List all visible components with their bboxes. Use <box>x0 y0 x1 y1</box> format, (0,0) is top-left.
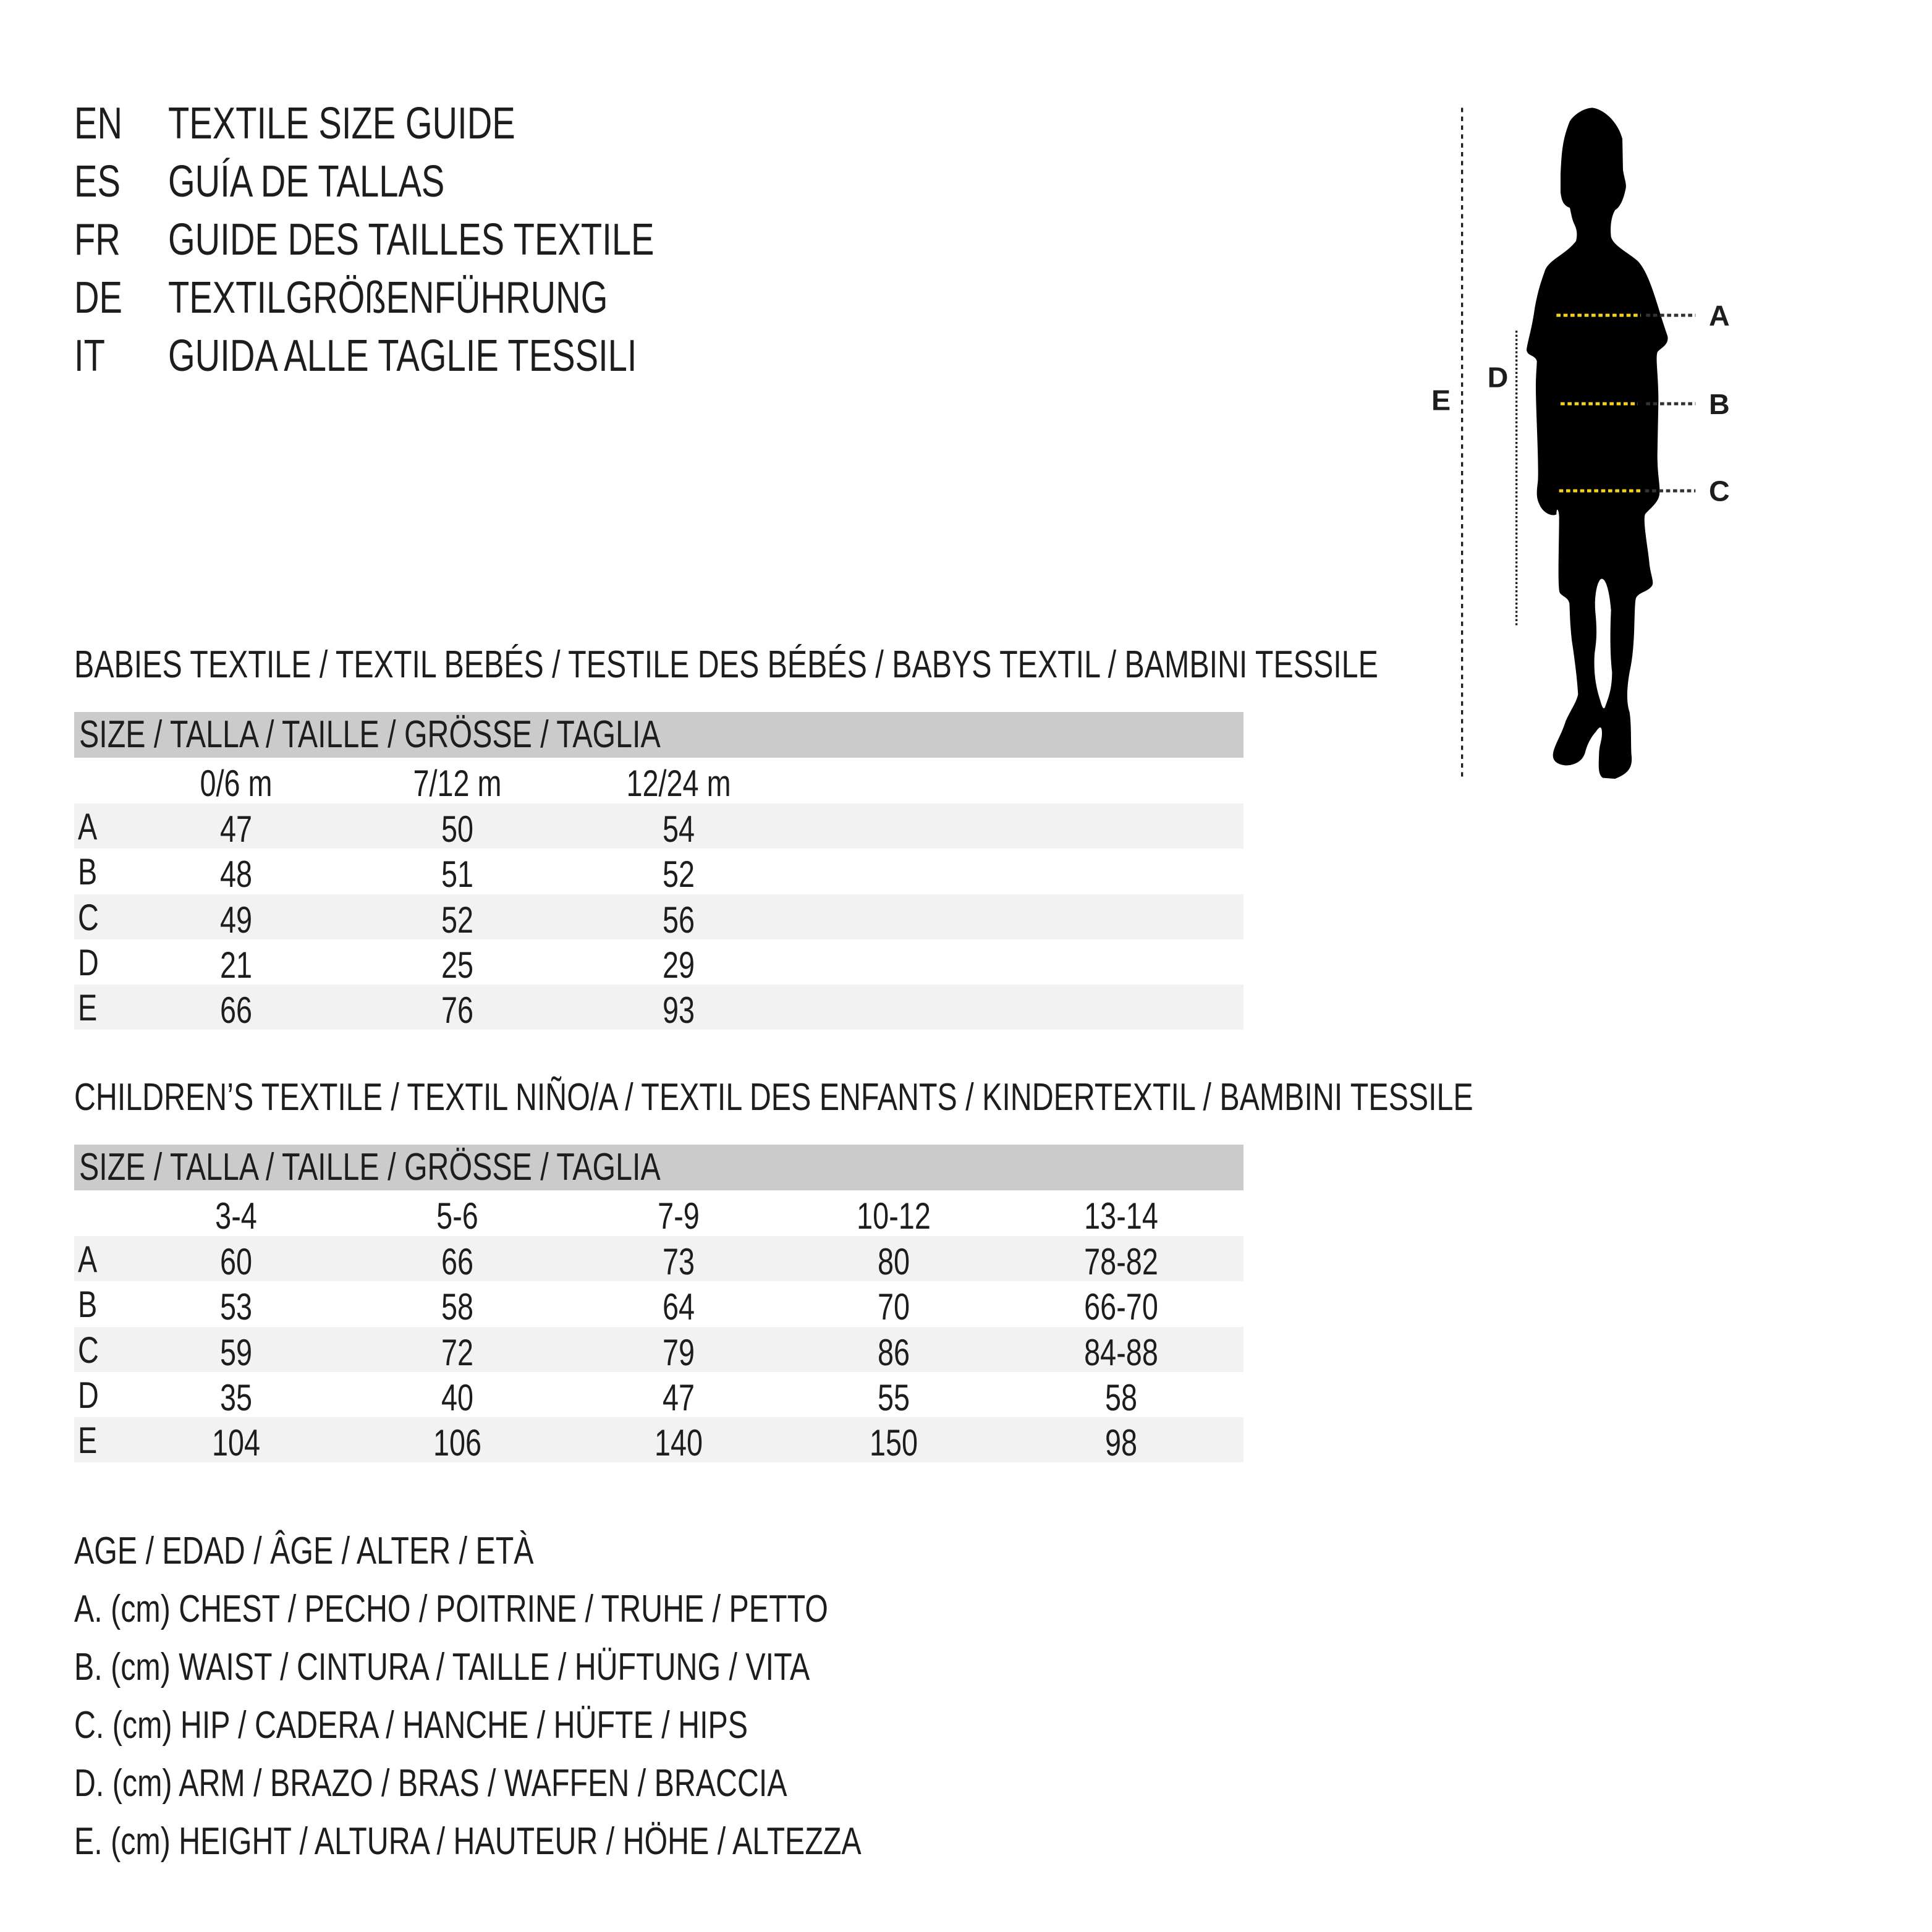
table-cell: 58 <box>1104 1376 1138 1418</box>
table-cell: 73 <box>662 1241 695 1282</box>
table-cell: 55 <box>877 1376 910 1418</box>
label-b: B <box>1709 388 1730 420</box>
column-header: 3-4 <box>215 1195 257 1237</box>
row-shade <box>74 1417 1244 1463</box>
label-a: A <box>1709 300 1730 332</box>
size-header: SIZE / TALLA / TAILLE / GRÖSSE / TAGLIA <box>79 713 661 756</box>
language-code: DE <box>74 273 123 323</box>
row-label: E <box>78 987 98 1029</box>
table-cell: 93 <box>662 989 695 1032</box>
title-text: TEXTILGRÖßENFÜHRUNG <box>168 273 608 323</box>
table-cell: 21 <box>219 944 253 986</box>
section-heading: BABIES TEXTILE / TEXTIL BEBÉS / TESTILE … <box>74 643 1378 686</box>
table-cell: 52 <box>662 854 695 896</box>
table-cell: 79 <box>662 1331 695 1373</box>
table-cell: 64 <box>662 1286 695 1328</box>
legend-item: C. (cm) HIP / CADERA / HANCHE / HÜFTE / … <box>74 1704 748 1747</box>
row-shade <box>74 1326 1244 1372</box>
label-d: D <box>1488 362 1509 394</box>
table-cell: 72 <box>441 1331 474 1373</box>
row-label: E <box>78 1420 98 1462</box>
table-cell: 52 <box>441 899 474 941</box>
row-label: C <box>78 1329 99 1371</box>
title-text: GUIDA ALLE TAGLIE TESSILI <box>168 331 637 381</box>
column-header: 0/6 m <box>200 763 273 804</box>
legend-item: A. (cm) CHEST / PECHO / POITRINE / TRUHE… <box>74 1588 828 1630</box>
title-text: GUÍA DE TALLAS <box>168 157 445 206</box>
table-cell: 66-70 <box>1084 1286 1158 1328</box>
size-header-bar <box>74 712 1244 758</box>
language-code: FR <box>74 215 121 265</box>
column-header: 7-9 <box>658 1195 700 1237</box>
table-cell: 54 <box>662 808 695 850</box>
row-shade <box>74 1236 1244 1281</box>
table-cell: 66 <box>219 989 253 1032</box>
row-shade <box>74 803 1244 849</box>
table-cell: 98 <box>1104 1422 1138 1464</box>
row-label: A <box>78 806 98 847</box>
language-code: IT <box>74 331 105 381</box>
row-label: D <box>78 941 99 983</box>
table-cell: 84-88 <box>1084 1331 1158 1373</box>
row-label: D <box>78 1374 99 1416</box>
row-shade <box>74 894 1244 939</box>
size-header-bar <box>74 1145 1244 1190</box>
table-cell: 56 <box>662 899 695 941</box>
column-header: 5-6 <box>436 1195 478 1237</box>
table-cell: 150 <box>869 1422 918 1464</box>
table-cell: 60 <box>219 1241 253 1282</box>
child-silhouette <box>1527 108 1668 779</box>
table-cell: 29 <box>662 944 695 986</box>
table-cell: 76 <box>441 989 474 1032</box>
table-cell: 50 <box>441 808 474 850</box>
size-header: SIZE / TALLA / TAILLE / GRÖSSE / TAGLIA <box>79 1146 661 1188</box>
table-cell: 80 <box>877 1241 910 1282</box>
table-cell: 58 <box>441 1286 474 1328</box>
title-text: GUIDE DES TAILLES TEXTILE <box>168 215 655 265</box>
row-label: A <box>78 1239 98 1280</box>
table-cell: 140 <box>654 1422 703 1464</box>
legend-item: D. (cm) ARM / BRAZO / BRAS / WAFFEN / BR… <box>74 1762 787 1805</box>
legend-item: AGE / EDAD / ÂGE / ALTER / ETÀ <box>74 1530 534 1572</box>
table-cell: 104 <box>211 1422 261 1464</box>
table-cell: 66 <box>441 1241 474 1282</box>
table-cell: 35 <box>219 1376 253 1418</box>
row-label: C <box>78 896 99 938</box>
table-cell: 49 <box>219 899 253 941</box>
row-shade <box>74 985 1244 1030</box>
legend-item: E. (cm) HEIGHT / ALTURA / HAUTEUR / HÖHE… <box>74 1820 862 1863</box>
table-cell: 53 <box>219 1286 253 1328</box>
language-code: ES <box>74 157 121 206</box>
column-header: 7/12 m <box>413 763 502 804</box>
table-cell: 70 <box>877 1286 910 1328</box>
column-header: 12/24 m <box>626 763 731 804</box>
table-cell: 106 <box>433 1422 482 1464</box>
section-heading: CHILDREN’S TEXTILE / TEXTIL NIÑO/A / TEX… <box>74 1076 1473 1119</box>
label-c: C <box>1709 475 1730 507</box>
table-cell: 86 <box>877 1331 910 1373</box>
table-cell: 59 <box>219 1331 253 1373</box>
language-code: EN <box>74 99 123 148</box>
legend-item: B. (cm) WAIST / CINTURA / TAILLE / HÜFTU… <box>74 1646 810 1688</box>
column-header: 10-12 <box>857 1195 931 1237</box>
row-label: B <box>78 851 98 893</box>
column-header: 13-14 <box>1084 1195 1158 1237</box>
row-label: B <box>78 1284 98 1326</box>
child-measurement-figure: A B C D E <box>1431 108 1730 779</box>
table-cell: 78-82 <box>1084 1241 1158 1282</box>
table-cell: 48 <box>219 854 253 896</box>
table-cell: 51 <box>441 854 474 896</box>
label-e: E <box>1431 384 1451 416</box>
table-cell: 40 <box>441 1376 474 1418</box>
title-text: TEXTILE SIZE GUIDE <box>168 99 515 148</box>
table-cell: 47 <box>662 1376 695 1418</box>
table-cell: 47 <box>219 808 253 850</box>
table-cell: 25 <box>441 944 474 986</box>
